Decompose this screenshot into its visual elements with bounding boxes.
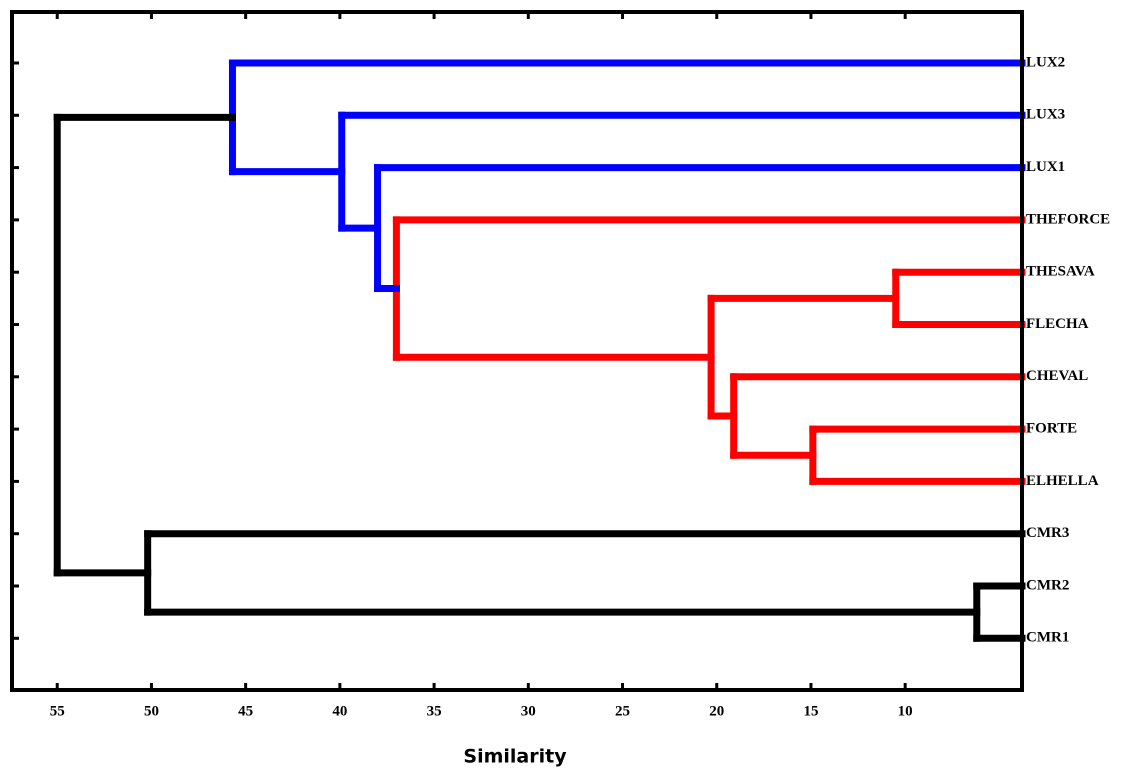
x-tick-label: 30 (521, 703, 536, 719)
leaf-label: FORTE (1026, 421, 1077, 437)
x-tick-label: 20 (709, 703, 724, 719)
x-tick-label: 45 (238, 703, 253, 719)
plot-frame (10, 10, 1024, 692)
leaf-label: LUX3 (1026, 107, 1065, 123)
leaf-label: CMR3 (1026, 525, 1069, 541)
x-tick-label: 55 (50, 703, 65, 719)
x-tick-label: 40 (332, 703, 347, 719)
x-tick-label: 50 (144, 703, 159, 719)
x-tick-label: 10 (898, 703, 913, 719)
leaf-label: THEFORCE (1026, 211, 1110, 227)
leaf-label: FLECHA (1026, 316, 1089, 332)
x-tick-label: 25 (615, 703, 630, 719)
x-axis-label: Similarity (463, 746, 567, 768)
x-tick-label: 35 (427, 703, 442, 719)
leaf-label: LUX2 (1026, 54, 1065, 70)
leaf-label: CMR1 (1026, 630, 1069, 646)
leaf-label: CMR2 (1026, 577, 1069, 593)
x-tick-label: 15 (803, 703, 818, 719)
leaf-label: ELHELLA (1026, 473, 1099, 489)
leaf-label: LUX1 (1026, 159, 1065, 175)
leaf-label: THESAVA (1026, 264, 1095, 280)
leaf-label: CHEVAL (1026, 368, 1088, 384)
